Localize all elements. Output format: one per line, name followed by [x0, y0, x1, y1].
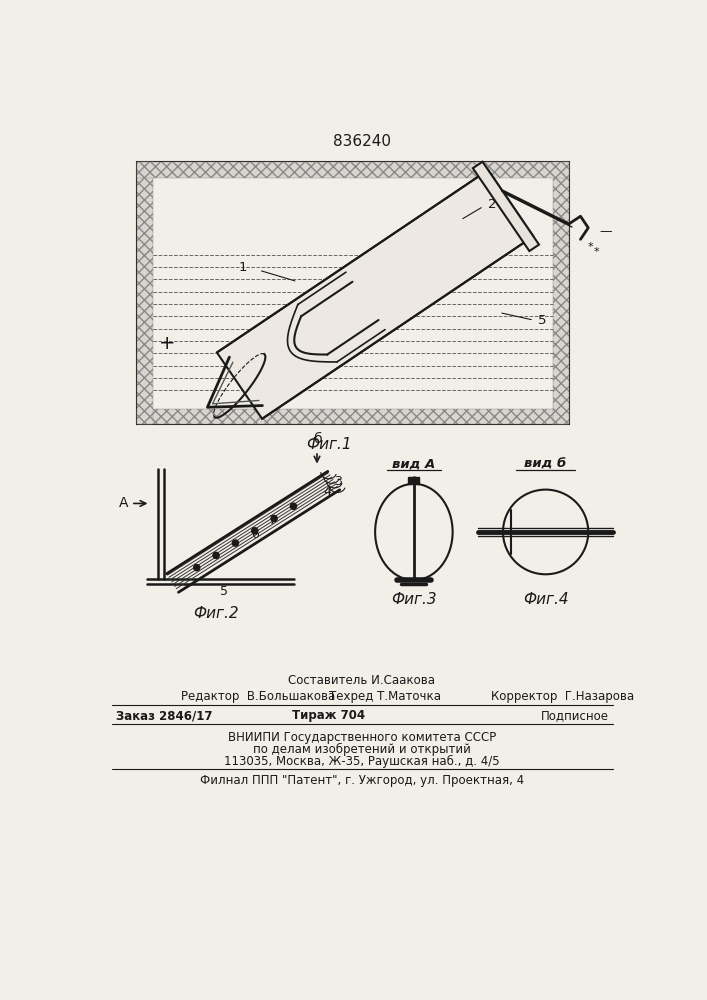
Text: 836240: 836240 [333, 134, 391, 149]
Circle shape [271, 515, 277, 522]
Text: б: б [312, 432, 321, 446]
Circle shape [233, 540, 238, 546]
Polygon shape [473, 162, 539, 251]
Text: Фиг.2: Фиг.2 [194, 606, 239, 621]
Text: вид б: вид б [525, 457, 567, 470]
Text: ВНИИПИ Государственного комитета СССР: ВНИИПИ Государственного комитета СССР [228, 731, 496, 744]
Text: Корректор  Г.Назарова: Корректор Г.Назарова [491, 690, 634, 703]
Polygon shape [137, 162, 153, 424]
Text: Редактор  В.Большакова: Редактор В.Большакова [182, 690, 336, 703]
Text: 5: 5 [538, 314, 547, 327]
Text: Составитель И.Саакова: Составитель И.Саакова [288, 674, 436, 687]
Polygon shape [137, 162, 569, 178]
Text: —: — [600, 225, 612, 238]
Polygon shape [217, 170, 533, 419]
Text: 1: 1 [239, 261, 247, 274]
Text: 7: 7 [269, 514, 277, 527]
Polygon shape [554, 162, 569, 424]
Text: Подписное: Подписное [541, 709, 609, 722]
Circle shape [213, 552, 219, 558]
Text: по делам изобретений и открытий: по делам изобретений и открытий [253, 743, 471, 756]
Text: *: * [588, 242, 593, 252]
Text: +: + [158, 334, 175, 353]
Polygon shape [409, 477, 419, 484]
Circle shape [194, 565, 200, 571]
Text: Тираж 704: Тираж 704 [292, 709, 366, 722]
Polygon shape [137, 409, 569, 424]
Text: Фиг.1: Фиг.1 [306, 437, 351, 452]
Text: 6: 6 [251, 528, 259, 541]
Circle shape [252, 528, 258, 534]
Text: A: A [118, 496, 128, 510]
Text: 2: 2 [488, 198, 496, 211]
Text: 113035, Москва, Ж-35, Раушская наб., д. 4/5: 113035, Москва, Ж-35, Раушская наб., д. … [224, 755, 500, 768]
Text: Филнал ППП "Патент", г. Ужгород, ул. Проектная, 4: Филнал ППП "Патент", г. Ужгород, ул. Про… [200, 774, 524, 787]
Text: 4: 4 [323, 485, 331, 498]
Text: Фиг.3: Фиг.3 [391, 592, 437, 607]
Text: 5: 5 [220, 585, 228, 598]
Text: Заказ 2846/17: Заказ 2846/17 [115, 709, 212, 722]
Text: Техред Т.Маточка: Техред Т.Маточка [329, 690, 440, 703]
Text: вид A: вид A [392, 457, 436, 470]
Text: Фиг.4: Фиг.4 [522, 592, 568, 607]
Text: 3: 3 [334, 475, 342, 488]
Text: *: * [593, 247, 599, 257]
Circle shape [291, 503, 296, 509]
